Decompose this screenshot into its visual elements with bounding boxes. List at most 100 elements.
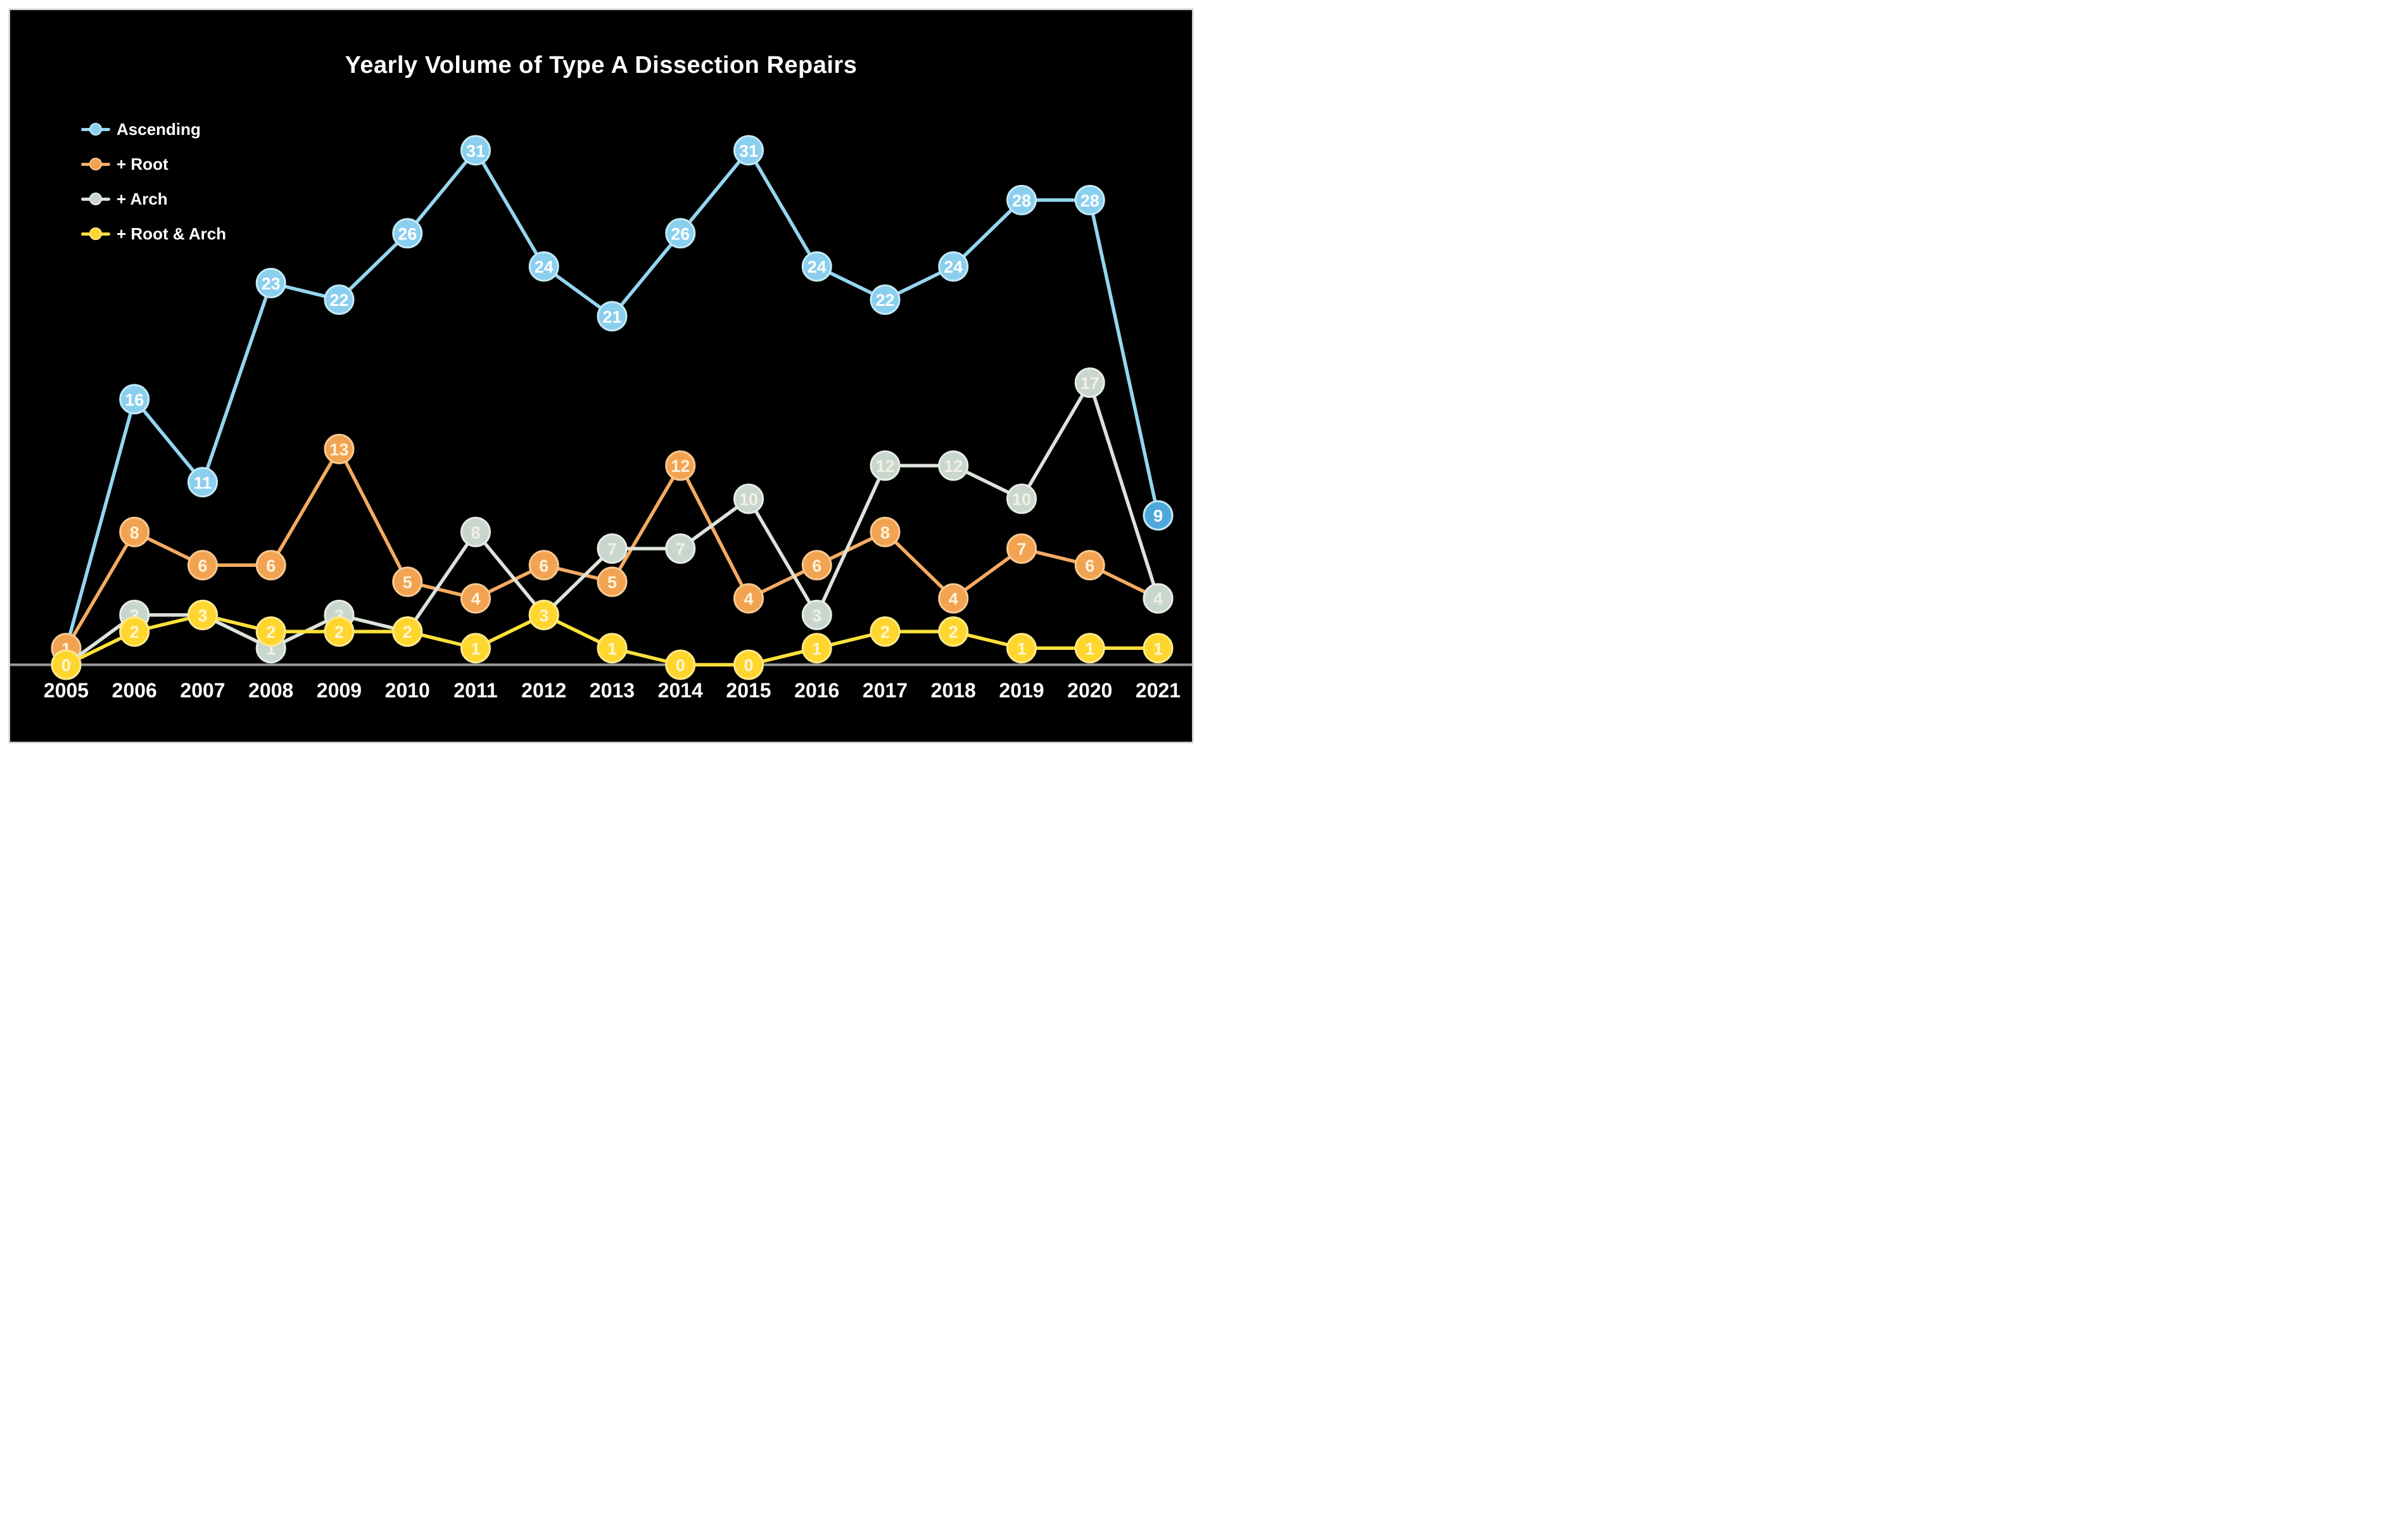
data-point-root-2019: 7 [1006, 533, 1037, 564]
marker-arch [1006, 483, 1037, 514]
marker-arch [870, 450, 901, 481]
data-label: 10 [1012, 490, 1031, 509]
legend-swatch-icon [81, 154, 110, 174]
data-label: 0 [61, 656, 71, 675]
data-point-root-2016: 6 [801, 550, 832, 581]
data-point-ascending-2013: 21 [597, 301, 628, 332]
x-axis-label: 2016 [794, 679, 839, 702]
data-label: 4 [471, 590, 480, 609]
marker-root [187, 550, 218, 581]
marker-ascending [1074, 184, 1105, 215]
data-label: 24 [535, 258, 554, 277]
data-point-arch-2017: 12 [870, 450, 901, 481]
data-label: 6 [266, 556, 276, 575]
data-point-arch-2011: 8 [460, 516, 491, 547]
x-axis-label: 2009 [317, 679, 362, 702]
data-point-root-2020: 6 [1074, 550, 1105, 581]
data-point-root-arch-2010: 2 [392, 616, 423, 647]
data-point-arch-2013: 7 [597, 533, 628, 564]
data-point-root-arch-2016: 1 [801, 633, 832, 664]
marker-root-arch [460, 633, 491, 664]
marker-root-arch [801, 633, 832, 664]
data-label: 1 [1153, 639, 1163, 658]
data-label: 31 [466, 141, 485, 160]
legend-item-ascending: Ascending [81, 119, 226, 139]
marker-arch [1074, 367, 1105, 398]
data-point-ascending-2016: 24 [801, 251, 832, 282]
data-point-ascending-2018: 24 [938, 251, 969, 282]
data-point-root-2007: 6 [187, 550, 218, 581]
data-point-root-arch-2018: 2 [938, 616, 969, 647]
data-point-root-arch-2006: 2 [119, 616, 150, 647]
data-point-root-2012: 6 [528, 550, 559, 581]
data-point-root-arch-2005: 0 [51, 649, 82, 680]
data-label: 12 [671, 457, 690, 476]
data-point-root-2014: 12 [665, 450, 696, 481]
marker-root-arch [870, 616, 901, 647]
data-label: 24 [944, 258, 963, 277]
marker-root-arch [528, 599, 559, 630]
legend-label: + Root & Arch [117, 224, 227, 243]
marker-root [597, 566, 628, 597]
data-point-arch-2021: 4 [1143, 583, 1174, 614]
x-axis-label: 2017 [863, 679, 908, 702]
marker-ascending [119, 384, 150, 415]
marker-root [801, 550, 832, 581]
marker-ascending [665, 218, 696, 249]
data-point-arch-2018: 12 [938, 450, 969, 481]
data-label: 12 [875, 457, 894, 476]
chart-panel: 1161123222631242126312422242828918661354… [9, 9, 1193, 743]
data-point-ascending-2006: 16 [119, 384, 150, 415]
data-point-root-arch-2011: 1 [460, 633, 491, 664]
data-point-arch-2014: 7 [665, 533, 696, 564]
data-label: 16 [125, 390, 144, 409]
data-label: 2 [403, 623, 412, 642]
chart-canvas: 1161123222631242126312422242828918661354… [10, 135, 1192, 702]
x-axis-label: 2015 [726, 679, 771, 702]
marker-ascending [938, 251, 969, 282]
data-label: 31 [739, 141, 758, 160]
marker-arch [665, 533, 696, 564]
data-label: 2 [266, 623, 276, 642]
marker-root-arch [324, 616, 355, 647]
data-point-root-arch-2013: 1 [597, 633, 628, 664]
marker-arch [597, 533, 628, 564]
data-point-ascending-2015: 31 [733, 135, 764, 166]
marker-root-arch [597, 633, 628, 664]
data-label: 1 [607, 639, 617, 658]
data-point-ascending-2008: 23 [255, 267, 286, 298]
marker-ascending [1143, 500, 1174, 531]
x-axis-label: 2008 [248, 679, 293, 702]
data-label: 6 [198, 556, 207, 575]
marker-ascending [460, 135, 491, 166]
data-point-root-arch-2019: 1 [1006, 633, 1037, 664]
data-point-root-2009: 13 [324, 433, 355, 464]
legend-swatch-icon [81, 119, 110, 139]
data-label: 4 [949, 590, 958, 609]
data-point-root-arch-2007: 3 [187, 599, 218, 630]
data-point-ascending-2020: 28 [1074, 184, 1105, 215]
page: 1161123222631242126312422242828918661354… [0, 0, 1204, 759]
data-label: 17 [1080, 374, 1099, 393]
marker-root [255, 550, 286, 581]
marker-ascending [801, 251, 832, 282]
data-point-root-2017: 8 [870, 516, 901, 547]
marker-root-arch [938, 616, 969, 647]
data-point-ascending-2009: 22 [324, 284, 355, 315]
x-axis-label: 2018 [931, 679, 976, 702]
marker-root [392, 566, 423, 597]
data-point-arch-2019: 10 [1006, 483, 1037, 514]
data-label: 22 [875, 291, 894, 310]
marker-root [1006, 533, 1037, 564]
marker-root [1074, 550, 1105, 581]
data-label: 6 [539, 556, 548, 575]
x-axis-label: 2014 [658, 679, 703, 702]
x-axis-label: 2005 [44, 679, 89, 702]
data-label: 8 [130, 523, 139, 542]
data-label: 3 [812, 606, 821, 625]
data-label: 2 [949, 623, 958, 642]
data-point-root-arch-2021: 1 [1143, 633, 1174, 664]
data-label: 1 [471, 639, 480, 658]
data-point-root-arch-2017: 2 [870, 616, 901, 647]
data-label: 0 [744, 656, 753, 675]
